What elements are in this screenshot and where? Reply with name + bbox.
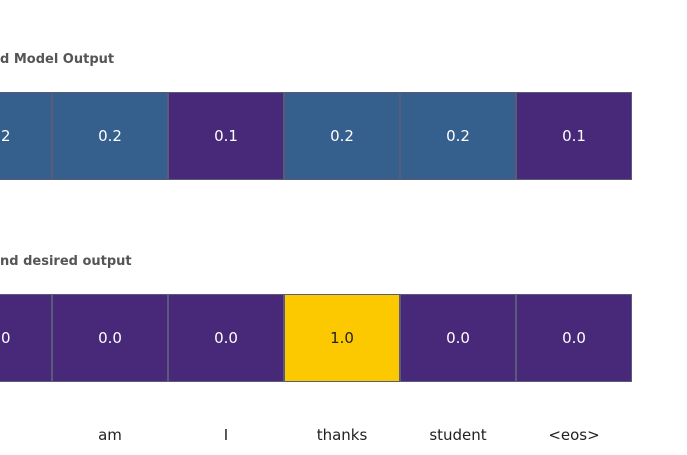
cell: 0.0 <box>516 294 632 382</box>
cell: 0.2 <box>284 92 400 180</box>
cell: 0.1 <box>168 92 284 180</box>
token-label: I <box>223 426 229 444</box>
section-title: d Model Output <box>0 52 115 67</box>
cell: 1.0 <box>284 294 400 382</box>
cell: 0.2 <box>400 92 516 180</box>
cell: 0 <box>0 294 52 382</box>
cell: 2 <box>0 92 52 180</box>
cell: 0.1 <box>516 92 632 180</box>
cell: 0.0 <box>52 294 168 382</box>
cell: 0.0 <box>168 294 284 382</box>
section-title: nd desired output <box>0 254 132 269</box>
token-label: student <box>429 426 487 444</box>
cell: 0.0 <box>400 294 516 382</box>
cell: 0.2 <box>52 92 168 180</box>
token-label: am <box>98 426 122 444</box>
token-label: thanks <box>316 426 368 444</box>
token-label: <eos> <box>548 426 600 444</box>
